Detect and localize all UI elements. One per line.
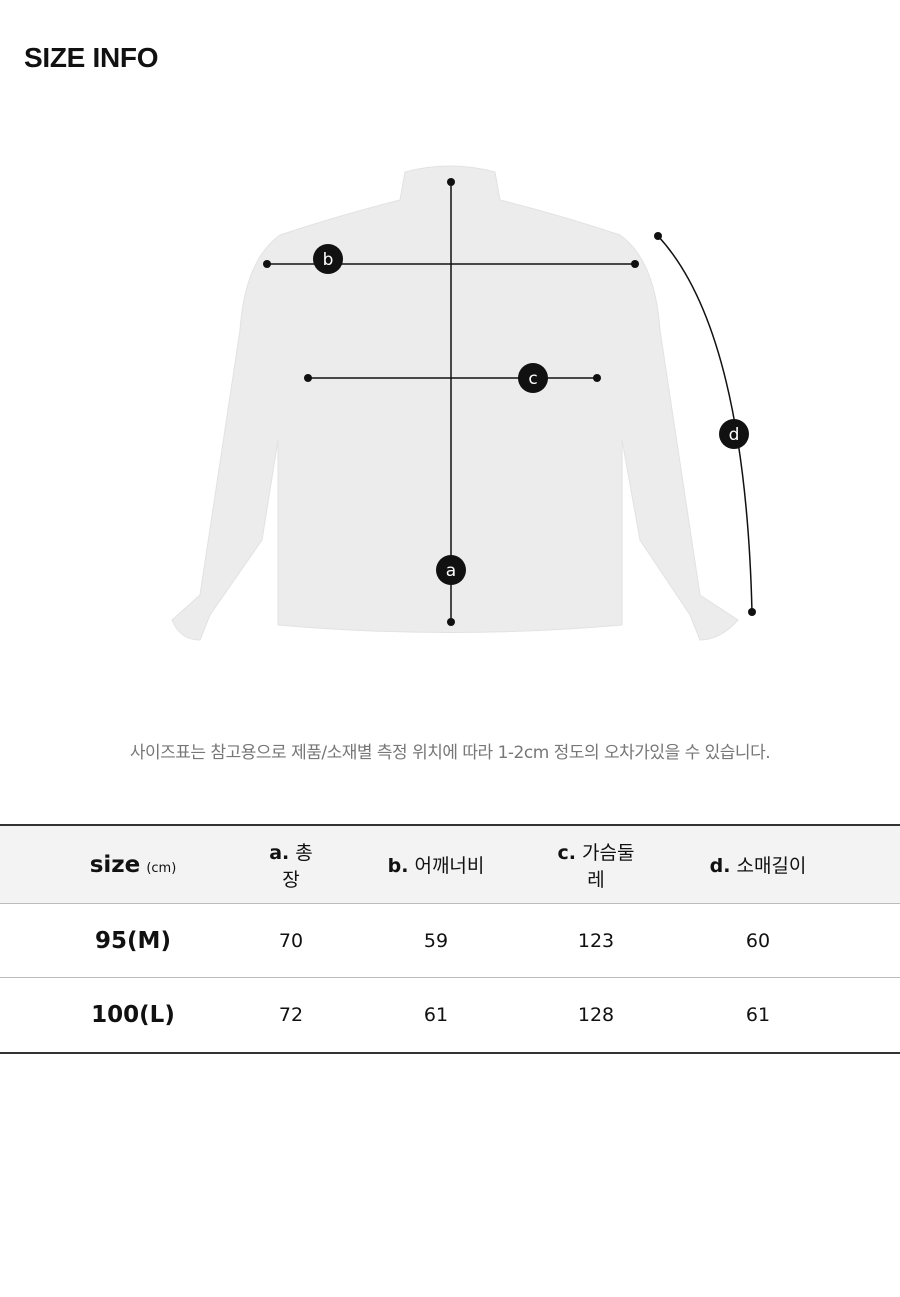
value-c: 128 [577,1004,615,1026]
svg-text:b: b [323,250,334,270]
size-label: 100(L) [91,1002,175,1028]
svg-text:c: c [528,369,537,389]
size-table: size (cm) a. 총장 b. 어깨너비 c. 가슴둘레 d. 소매길이 … [0,824,900,1054]
header-b: b. 어깨너비 [387,855,485,877]
header-size: size (cm) [89,851,177,878]
table-row: 95(M) 70 59 123 60 [0,904,900,978]
sweatshirt-diagram: a b c d [171,165,756,641]
table-row: 100(L) 72 61 128 61 [0,978,900,1052]
marker-b: b [313,244,343,274]
page-title: SIZE INFO [24,42,159,73]
value-b: 61 [423,1004,449,1026]
value-a: 72 [278,1004,304,1026]
svg-text:d: d [729,425,740,445]
value-a: 70 [278,929,304,952]
size-note: 사이즈표는 참고용으로 제품/소재별 측정 위치에 따라 1-2cm 정도의 오… [129,743,771,763]
table-header: size (cm) a. 총장 b. 어깨너비 c. 가슴둘레 d. 소매길이 [0,826,900,904]
header-d: d. 소매길이 [709,855,807,877]
value-d: 60 [745,929,771,952]
sweatshirt-image [171,165,739,641]
marker-c: c [518,363,548,393]
value-d: 61 [745,1004,771,1026]
header-a: a. 총장 [269,841,313,891]
value-b: 59 [423,929,449,952]
marker-d: d [719,419,749,449]
header-c: c. 가슴둘레 [557,841,635,891]
size-label: 95(M) [95,927,171,954]
value-c: 123 [577,929,615,952]
svg-text:a: a [446,561,456,581]
marker-a: a [436,555,466,585]
